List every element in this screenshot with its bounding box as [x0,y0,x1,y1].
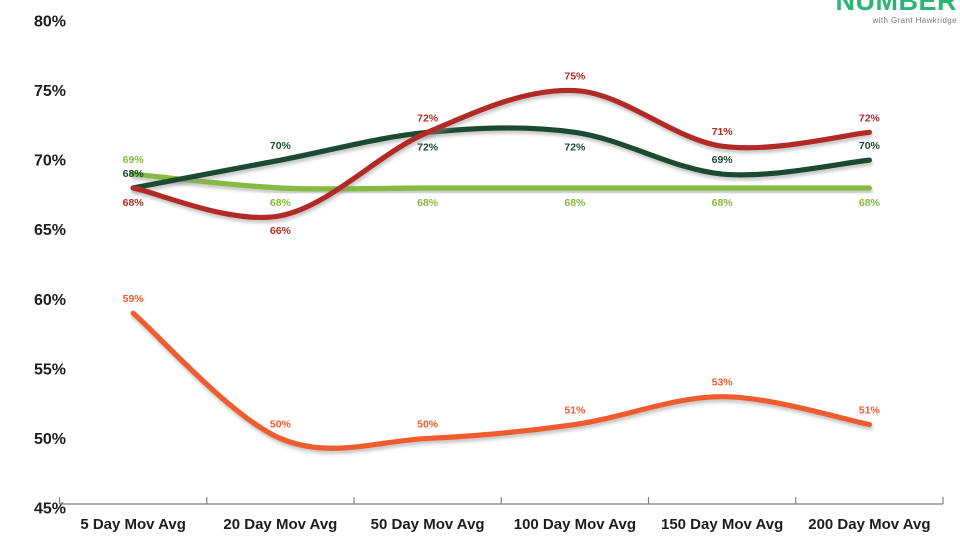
value-labels-light-green-line: 69% 68% 68% 68% 68% 68% [123,154,881,209]
y-axis-tick-label: 75% [34,83,66,100]
series-dark-red-line [130,87,872,220]
data-point-label: 72% [564,141,586,153]
data-point-label: 68% [123,197,145,209]
data-point-label: 72% [417,112,439,124]
y-axis-tick-label: 50% [34,431,66,448]
x-axis-category-label: 20 Day Mov Avg [223,516,337,533]
value-labels-orange-line: 59% 50% 50% 51% 53% 51% [123,293,881,430]
data-point-label: 72% [859,112,881,124]
x-axis-labels: 5 Day Mov Avg 20 Day Mov Avg 50 Day Mov Av… [80,516,930,533]
data-point-label: 68% [712,197,734,209]
x-axis-category-label: 50 Day Mov Avg [371,516,485,533]
logo-tagline-text: with Grant Hawkridge [872,16,957,25]
x-axis-category-label: 100 Day Mov Avg [514,516,636,533]
series-orange-line [130,310,872,451]
data-point-label: 70% [859,140,881,152]
data-point-label: 59% [123,293,145,305]
data-point-label: 71% [712,126,734,138]
data-point-label: 69% [712,154,734,166]
data-point-label: 53% [712,377,734,389]
data-point-label: 50% [270,418,292,430]
logo-brand-text: NUMBER [835,0,957,16]
y-axis-tick-label: 45% [34,501,66,518]
y-axis-tick-label: 60% [34,292,66,309]
data-point-label: 51% [564,405,586,417]
data-point-label: 68% [123,168,145,180]
data-point-label: 75% [564,71,586,83]
value-labels-dark-red-line: 68% 66% 72% 75% 71% 72% [123,71,881,237]
series-dark-green-line [130,125,872,191]
data-point-label: 66% [270,225,292,237]
y-axis-tick-label: 55% [34,361,66,378]
number-logo: NUMBER with Grant Hawkridge [836,0,958,25]
y-axis-tick-label: 80% [34,14,66,31]
value-labels-dark-green-line: 68% 70% 72% 72% 69% 70% [123,140,881,180]
data-point-label: 69% [123,154,145,166]
data-point-label: 68% [270,197,292,209]
x-axis-category-label: 150 Day Mov Avg [661,516,783,533]
data-point-label: 68% [859,197,881,209]
series-light-green-line [130,171,872,192]
data-point-label: 70% [270,140,292,152]
x-axis-category-label: 200 Day Mov Avg [808,516,930,533]
data-point-label: 68% [417,197,439,209]
y-axis-tick-label: 70% [34,153,66,170]
x-axis-category-label: 5 Day Mov Avg [80,516,186,533]
y-axis-tick-label: 65% [34,222,66,239]
data-point-label: 51% [859,405,881,417]
data-point-label: 68% [564,197,586,209]
data-point-label: 50% [417,418,439,430]
x-axis [58,497,944,505]
data-point-label: 72% [417,141,439,153]
y-axis-labels: 45% 50% 55% 60% 65% 70% 75% 80% [34,14,66,518]
